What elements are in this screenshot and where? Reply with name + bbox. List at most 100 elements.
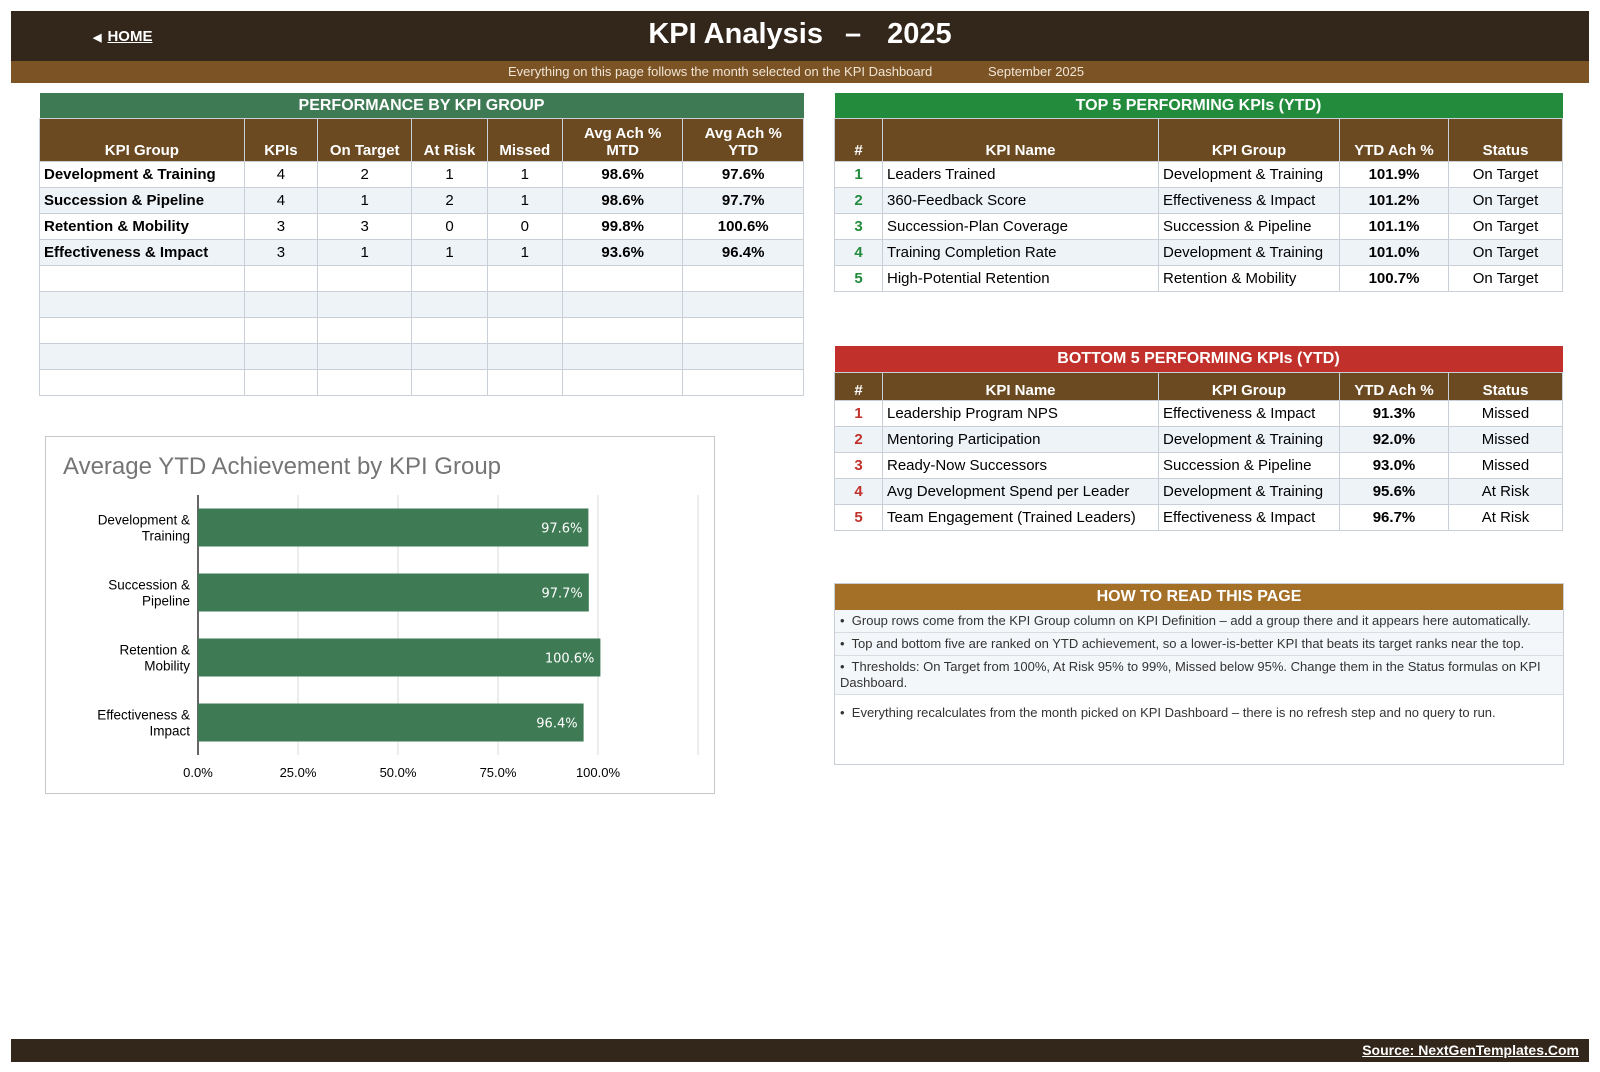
kpi-group-cell: Retention & Mobility <box>1158 265 1340 292</box>
ytd-cell: 96.4% <box>682 239 804 266</box>
page-title: KPI Analysis –2025 <box>648 18 952 50</box>
bar <box>198 508 589 547</box>
how-to-read-panel: HOW TO READ THIS PAGE • Group rows come … <box>834 583 1564 765</box>
status-cell: On Target <box>1448 161 1563 188</box>
col-kpi-group: KPI Group <box>1158 372 1340 401</box>
footer-bar: Source: NextGenTemplates.Com <box>11 1039 1589 1062</box>
rank-cell: 1 <box>834 161 883 188</box>
col-status: Status <box>1448 118 1563 162</box>
col-rank: # <box>834 118 883 162</box>
kpi-name-cell: Ready-Now Successors <box>882 452 1159 479</box>
note-item: • Group rows come from the KPI Group col… <box>835 610 1563 633</box>
category-label: Retention & <box>119 643 190 658</box>
table-row: 3 Succession-Plan Coverage Succession & Pi… <box>834 213 1563 240</box>
col-ytd-ach: YTD Ach % <box>1339 118 1449 162</box>
status-cell: On Target <box>1448 213 1563 240</box>
performance-table-title: PERFORMANCE BY KPI GROUP <box>39 93 804 119</box>
rank-cell: 1 <box>834 400 883 427</box>
kpi-name-cell: High-Potential Retention <box>882 265 1159 292</box>
category-label: Mobility <box>144 659 190 674</box>
kpi-name-cell: Avg Development Spend per Leader <box>882 478 1159 505</box>
at-risk-cell: 1 <box>411 161 488 188</box>
ytd-cell: 101.1% <box>1339 213 1449 240</box>
ytd-cell: 97.6% <box>682 161 804 188</box>
top5-title: TOP 5 PERFORMING KPIs (YTD) <box>834 93 1563 119</box>
kpi-group-cell: Development & Training <box>1158 426 1340 453</box>
col-avg-ytd: Avg Ach % YTD <box>682 118 804 162</box>
ytd-cell: 96.7% <box>1339 504 1449 531</box>
on-target-cell: 1 <box>317 187 413 214</box>
ytd-cell: 93.0% <box>1339 452 1449 479</box>
table-row: 4 Training Completion Rate Development & T… <box>834 239 1563 266</box>
how-to-read-title: HOW TO READ THIS PAGE <box>835 584 1563 610</box>
kpi-name-cell: Team Engagement (Trained Leaders) <box>882 504 1159 531</box>
category-label: Effectiveness & <box>97 708 190 723</box>
missed-cell: 1 <box>486 161 563 188</box>
kpi-group-cell: Succession & Pipeline <box>1158 213 1340 240</box>
empty-row <box>39 291 804 318</box>
ytd-cell: 97.7% <box>682 187 804 214</box>
data-label: 100.6% <box>545 652 595 667</box>
kpis-cell: 4 <box>243 187 319 214</box>
performance-table: PERFORMANCE BY KPI GROUP KPI Group KPIs … <box>39 93 804 396</box>
group-cell: Development & Training <box>39 161 245 188</box>
chart-title: Average YTD Achievement by KPI Group <box>63 453 502 480</box>
table-row: 1 Leadership Program NPS Effectiveness & I… <box>834 400 1563 427</box>
kpi-name-cell: Training Completion Rate <box>882 239 1159 266</box>
rank-cell: 3 <box>834 213 883 240</box>
category-label: Development & <box>98 513 190 528</box>
ytd-cell: 101.0% <box>1339 239 1449 266</box>
kpis-cell: 3 <box>243 239 319 266</box>
source-link[interactable]: Source: NextGenTemplates.Com <box>1362 1042 1579 1058</box>
rank-cell: 2 <box>834 426 883 453</box>
on-target-cell: 3 <box>317 213 413 240</box>
table-row: Effectiveness & Impact 3 1 1 1 93.6% 96.… <box>39 239 804 266</box>
missed-cell: 1 <box>486 239 563 266</box>
bottom5-table: BOTTOM 5 PERFORMING KPIs (YTD) # KPI Nam… <box>834 346 1563 531</box>
table-row: 5 High-Potential Retention Retention & Mob… <box>834 265 1563 292</box>
bar <box>198 703 584 742</box>
x-tick-label: 0.0% <box>183 765 213 780</box>
table-row: 1 Leaders Trained Development & Training 10… <box>834 161 1563 188</box>
col-kpi-group: KPI Group <box>39 118 245 162</box>
status-cell: At Risk <box>1448 504 1563 531</box>
status-cell: Missed <box>1448 452 1563 479</box>
selected-month: September 2025 <box>988 64 1085 79</box>
ytd-cell: 100.6% <box>682 213 804 240</box>
category-label: Pipeline <box>142 594 190 609</box>
ytd-cell: 95.6% <box>1339 478 1449 505</box>
status-cell: On Target <box>1448 239 1563 266</box>
note-item: • Thresholds: On Target from 100%, At Ri… <box>835 656 1563 695</box>
title-year: 2025 <box>887 18 952 50</box>
kpis-cell: 3 <box>243 213 319 240</box>
group-cell: Effectiveness & Impact <box>39 239 245 266</box>
col-missed: Missed <box>486 118 563 162</box>
kpi-group-cell: Succession & Pipeline <box>1158 452 1340 479</box>
home-link[interactable]: ◀ HOME <box>93 28 152 45</box>
status-cell: Missed <box>1448 400 1563 427</box>
data-label: 97.6% <box>541 522 582 537</box>
ytd-cell: 92.0% <box>1339 426 1449 453</box>
note-item: • Everything recalculates from the month… <box>835 695 1563 724</box>
col-at-risk: At Risk <box>411 118 488 162</box>
x-tick-label: 25.0% <box>280 765 317 780</box>
empty-row <box>39 343 804 370</box>
subtitle-text: Everything on this page follows the mont… <box>508 64 933 79</box>
x-tick-label: 75.0% <box>480 765 517 780</box>
chart-plot: 0.0% 25.0% 50.0% 75.0% 100.0% 97.6% Developmen… <box>97 495 699 780</box>
at-risk-cell: 2 <box>411 187 488 214</box>
kpi-group-cell: Development & Training <box>1158 478 1340 505</box>
subtitle-bar: Everything on this page follows the mont… <box>11 61 1589 83</box>
status-cell: At Risk <box>1448 478 1563 505</box>
kpi-group-cell: Effectiveness & Impact <box>1158 504 1340 531</box>
bottom5-title: BOTTOM 5 PERFORMING KPIs (YTD) <box>834 346 1563 373</box>
rank-cell: 4 <box>834 239 883 266</box>
table-row: Succession & Pipeline 4 1 2 1 98.6% 97.7… <box>39 187 804 214</box>
missed-cell: 1 <box>486 187 563 214</box>
on-target-cell: 1 <box>317 239 413 266</box>
group-cell: Succession & Pipeline <box>39 187 245 214</box>
ytd-cell: 101.9% <box>1339 161 1449 188</box>
ytd-cell: 100.7% <box>1339 265 1449 292</box>
note-item: • Top and bottom five are ranked on YTD … <box>835 633 1563 656</box>
table-row: Development & Training 4 2 1 1 98.6% 97.… <box>39 161 804 188</box>
